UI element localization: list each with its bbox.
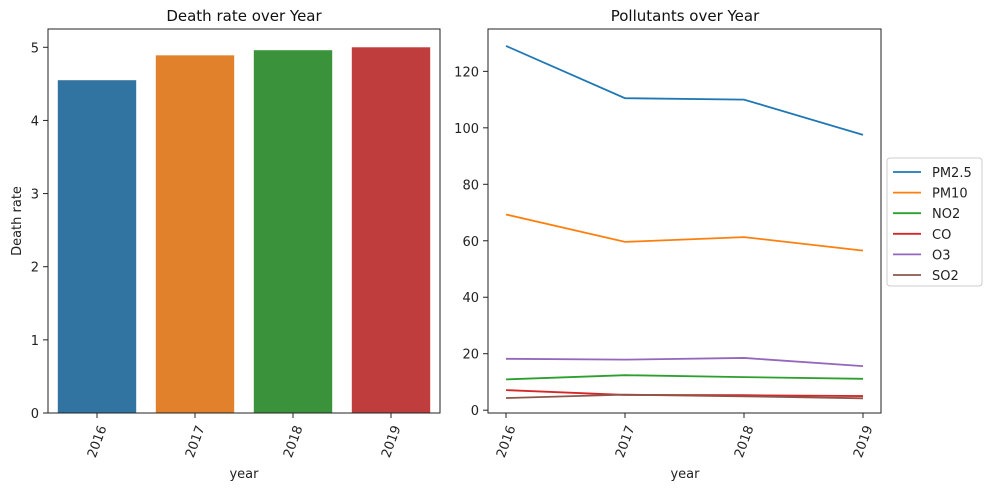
legend-label: O3 xyxy=(932,248,951,263)
y-tick-label: 5 xyxy=(31,41,39,56)
legend-label: PM2.5 xyxy=(932,166,972,181)
x-tick-label: 2017 xyxy=(613,424,638,460)
series-line-no2 xyxy=(505,374,864,381)
left-x-axis-label: year xyxy=(229,467,259,482)
legend-items: PM2.5 PM10 NO2 CO O3 SO2 xyxy=(893,166,972,284)
y-tick-label: 3 xyxy=(31,188,39,203)
right-chart-title: Pollutants over Year xyxy=(611,7,760,25)
left-chart-title: Death rate over Year xyxy=(166,7,322,25)
right-x-axis-label: year xyxy=(670,467,700,482)
bar-2018 xyxy=(253,50,333,414)
left-x-ticks: 2016 2017 2018 2019 xyxy=(85,413,404,460)
y-tick-label: 100 xyxy=(454,122,479,137)
legend-label: NO2 xyxy=(932,207,960,222)
series-line-pm25 xyxy=(505,45,864,136)
pollutants-line-chart: Pollutants over Year 0 20 40 60 80 100 120 201… xyxy=(454,7,882,482)
left-bars xyxy=(57,47,431,414)
x-tick-label: 2018 xyxy=(281,424,306,460)
right-lines xyxy=(505,45,864,400)
bar-2017 xyxy=(155,55,235,414)
legend-label: SO2 xyxy=(932,269,959,284)
right-plot-frame xyxy=(487,28,882,414)
x-tick-label: 2019 xyxy=(851,424,876,460)
y-tick-label: 20 xyxy=(462,348,479,363)
right-x-ticks: 2016 2017 2018 2019 xyxy=(494,413,876,460)
x-tick-label: 2016 xyxy=(494,424,519,460)
y-tick-label: 4 xyxy=(31,114,39,129)
left-y-ticks: 0 1 2 3 4 5 xyxy=(31,41,48,422)
series-line-so2 xyxy=(505,393,864,400)
bar-2019 xyxy=(351,47,431,414)
y-tick-label: 40 xyxy=(462,291,479,306)
x-tick-label: 2016 xyxy=(85,424,110,460)
death-rate-bar-chart: Death rate over Year 0 1 2 3 4 5 2016 2017 2018… xyxy=(10,7,441,482)
legend-label: PM10 xyxy=(932,187,968,202)
y-tick-label: 2 xyxy=(31,261,39,276)
legend: PM2.5 PM10 NO2 CO O3 SO2 xyxy=(886,157,983,287)
y-tick-label: 1 xyxy=(31,334,39,349)
legend-label: CO xyxy=(932,228,951,243)
right-y-ticks: 0 20 40 60 80 100 120 xyxy=(454,65,488,419)
left-y-axis-label: Death rate xyxy=(10,186,25,256)
y-tick-label: 80 xyxy=(462,178,479,193)
y-tick-label: 0 xyxy=(471,404,479,419)
x-tick-label: 2018 xyxy=(732,424,757,460)
y-tick-label: 120 xyxy=(454,65,479,80)
y-tick-label: 0 xyxy=(31,407,39,422)
series-line-pm10 xyxy=(505,213,864,252)
x-tick-label: 2017 xyxy=(183,424,208,460)
bar-2016 xyxy=(57,80,137,413)
left-plot-frame xyxy=(47,28,441,414)
y-tick-label: 60 xyxy=(462,235,479,250)
series-line-o3 xyxy=(505,357,864,368)
x-tick-label: 2019 xyxy=(379,424,404,460)
